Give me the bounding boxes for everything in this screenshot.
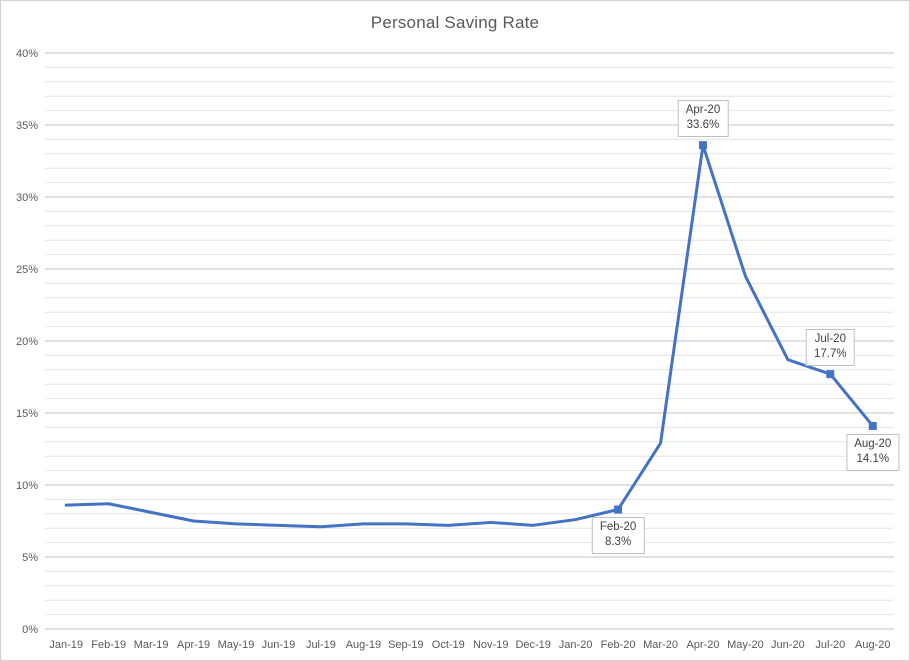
y-axis-tick-label: 10% xyxy=(16,480,38,492)
x-axis-tick-label: Feb-20 xyxy=(601,639,636,651)
data-label-callout-feb-20: Feb-20 8.3% xyxy=(591,517,645,555)
x-axis-tick-label: Jun-20 xyxy=(771,639,805,651)
data-label-date: Feb-20 xyxy=(599,521,637,534)
data-label-date: Aug-20 xyxy=(854,437,892,450)
x-axis-tick-label: Jul-20 xyxy=(815,639,845,651)
data-label-callout-aug-20: Aug-20 14.1% xyxy=(846,433,900,471)
x-axis-tick-label: Aug-20 xyxy=(855,639,890,651)
x-axis-tick-label: Jan-19 xyxy=(49,639,83,651)
data-label-date: Apr-20 xyxy=(685,104,721,117)
series-line-personal-saving-rate xyxy=(64,143,875,529)
x-axis-tick-label: Dec-19 xyxy=(515,639,550,651)
x-axis-tick-label: Mar-19 xyxy=(134,639,169,651)
data-label-value: 17.7% xyxy=(814,348,847,361)
y-axis-tick-label: 15% xyxy=(16,408,38,420)
data-label-callout-jul-20: Jul-20 17.7% xyxy=(806,329,855,367)
x-axis-tick-label: Jan-20 xyxy=(559,639,593,651)
data-label-date: Jul-20 xyxy=(814,333,846,346)
data-label-value: 33.6% xyxy=(686,119,720,132)
data-point-marker xyxy=(826,370,835,379)
x-axis-tick-label: Nov-19 xyxy=(473,639,508,651)
x-axis-tick-label: May-20 xyxy=(727,639,764,651)
x-axis-tick-label: May-19 xyxy=(218,639,255,651)
y-axis-tick-label: 20% xyxy=(16,336,38,348)
x-axis-tick-label: Apr-20 xyxy=(686,639,719,651)
x-axis-tick-label: Feb-19 xyxy=(91,639,126,651)
x-axis-tick-label: Sep-19 xyxy=(388,639,423,651)
y-axis-tick-label: 40% xyxy=(16,48,38,60)
chart-title: Personal Saving Rate xyxy=(370,13,540,32)
data-point-marker xyxy=(614,505,623,514)
x-axis-tick-label: Jun-19 xyxy=(262,639,296,651)
y-axis-tick-label: 0% xyxy=(22,624,38,636)
data-label-value: 8.3% xyxy=(604,536,632,549)
y-axis-tick-label: 30% xyxy=(16,192,38,204)
x-axis-tick-label: Jul-19 xyxy=(306,639,336,651)
x-axis-tick-label: Aug-19 xyxy=(346,639,381,651)
data-label-callout-apr-20: Apr-20 33.6% xyxy=(677,100,729,138)
y-axis-tick-label: 25% xyxy=(16,264,38,276)
y-axis-tick-label: 35% xyxy=(16,120,38,132)
y-axis-tick-label: 5% xyxy=(22,552,38,564)
x-axis-tick-label: Apr-19 xyxy=(177,639,210,651)
data-point-marker xyxy=(868,421,877,430)
x-axis-tick-label: Mar-20 xyxy=(643,639,678,651)
data-label-value: 14.1% xyxy=(856,452,890,465)
data-point-marker xyxy=(698,141,707,150)
x-axis-tick-label: Oct-19 xyxy=(432,639,465,651)
